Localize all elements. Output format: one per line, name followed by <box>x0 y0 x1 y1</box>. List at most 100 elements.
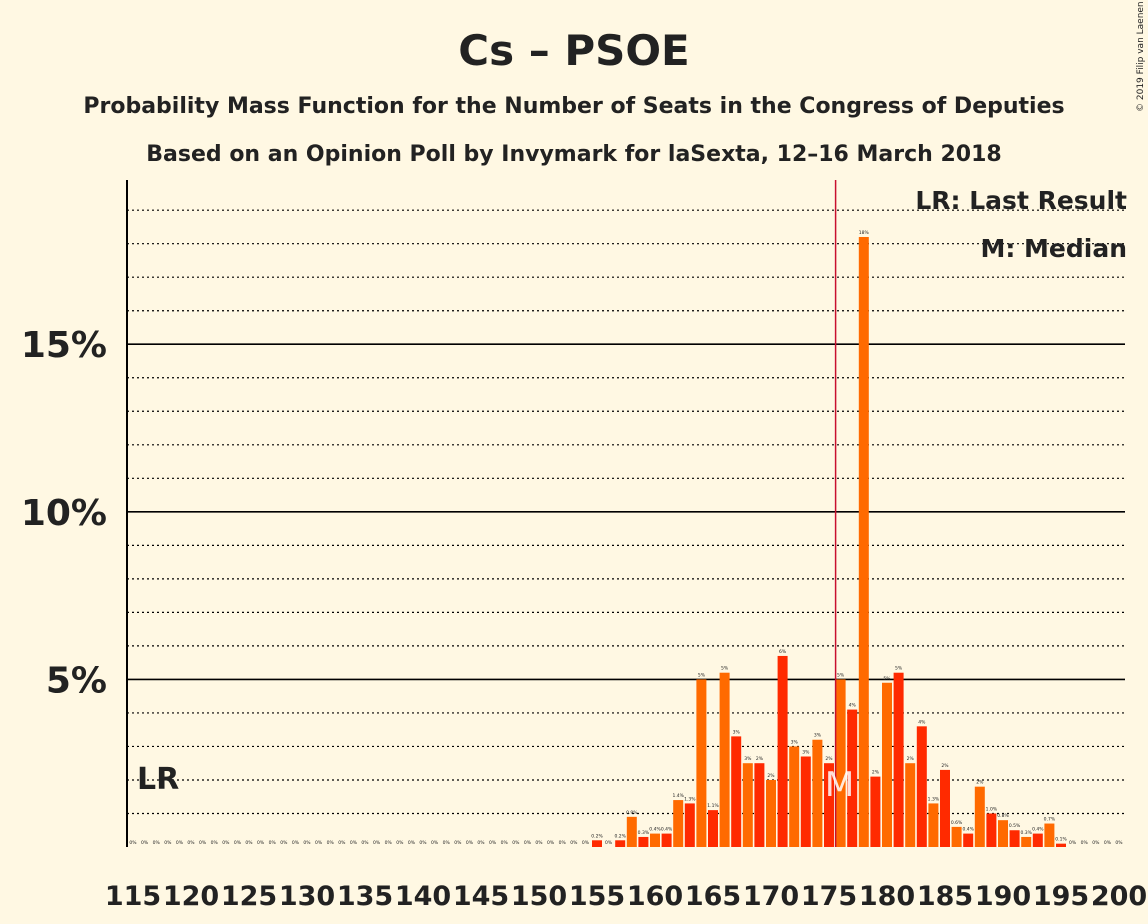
bar-160 <box>650 833 660 847</box>
data-label-176: 5% <box>837 672 845 678</box>
x-tick-label: 165 <box>685 881 741 912</box>
x-tick-label: 145 <box>453 881 509 912</box>
data-label-197: 0% <box>1081 840 1089 846</box>
data-label-156: 0% <box>605 840 613 846</box>
data-label-145: 0% <box>477 840 485 846</box>
data-label-115: 0% <box>129 840 137 846</box>
data-label-122: 0% <box>211 840 219 846</box>
bar-186 <box>951 826 962 847</box>
y-tick-label: 15% <box>21 325 107 366</box>
bar-184 <box>928 803 939 847</box>
data-label-138: 0% <box>396 840 404 846</box>
bar-166 <box>719 672 730 847</box>
data-label-120: 0% <box>187 840 195 846</box>
x-tick-label: 175 <box>801 881 857 912</box>
bar-163 <box>684 803 695 847</box>
last-result-label: LR <box>137 762 179 797</box>
data-label-183: 4% <box>918 719 926 725</box>
data-label-139: 0% <box>408 840 416 846</box>
data-label-154: 0% <box>582 840 590 846</box>
data-label-160: 0.4% <box>649 827 661 833</box>
legend-median: M: Median <box>980 234 1127 263</box>
data-label-200: 0% <box>1115 840 1123 846</box>
data-label-188: 2% <box>976 780 984 786</box>
y-tick-label: 5% <box>46 660 107 701</box>
data-label-128: 0% <box>280 840 288 846</box>
data-label-148: 0% <box>512 840 520 846</box>
data-label-119: 0% <box>176 840 184 846</box>
x-tick-label: 160 <box>627 881 683 912</box>
bar-195 <box>1056 843 1066 847</box>
bar-192 <box>1021 836 1032 847</box>
data-label-141: 0% <box>431 840 439 846</box>
data-label-167: 3% <box>733 729 741 735</box>
x-tick-label: 155 <box>569 881 625 912</box>
data-label-161: 0.4% <box>661 827 673 833</box>
data-label-134: 0% <box>350 840 358 846</box>
bar-182 <box>905 763 916 847</box>
bar-183 <box>916 726 927 847</box>
data-label-170: 2% <box>767 773 775 779</box>
data-label-191: 0.5% <box>1009 823 1021 829</box>
data-label-177: 4% <box>849 703 857 709</box>
data-label-143: 0% <box>454 840 462 846</box>
bar-165 <box>708 810 718 847</box>
data-label-164: 5% <box>698 672 706 678</box>
bar-155 <box>592 840 602 847</box>
data-label-169: 2% <box>756 756 764 762</box>
x-tick-label: 140 <box>395 881 451 912</box>
bar-191 <box>1009 830 1020 847</box>
bar-164 <box>696 679 707 847</box>
x-tick-label: 125 <box>221 881 277 912</box>
bar-179 <box>870 776 881 847</box>
bar-162 <box>673 800 684 847</box>
x-tick-label: 115 <box>105 881 161 912</box>
bar-161 <box>661 833 672 847</box>
data-label-175: 2% <box>825 756 833 762</box>
bar-171 <box>777 655 788 847</box>
bar-157 <box>615 840 626 847</box>
data-label-140: 0% <box>419 840 427 846</box>
data-label-174: 3% <box>814 733 822 739</box>
data-label-196: 0% <box>1069 840 1077 846</box>
data-label-159: 0.3% <box>638 830 650 836</box>
x-tick-label: 170 <box>743 881 799 912</box>
chart-title: Cs – PSOE <box>458 26 690 75</box>
data-label-190: 0.8% <box>997 813 1009 819</box>
bar-181 <box>893 672 904 847</box>
y-tick-label: 10% <box>21 493 107 534</box>
data-labels: 0% 0% 0% 0% 0% 0% 0% 0% 0% 0% 0% 0% 0% 0% 0% 0% 0% 0% 0% 0%… <box>129 230 1123 846</box>
data-label-155: 0.2% <box>591 833 603 839</box>
data-label-179: 2% <box>872 770 880 776</box>
data-label-182: 2% <box>907 756 915 762</box>
data-label-124: 0% <box>234 840 242 846</box>
bar-194 <box>1044 823 1055 847</box>
data-label-189: 1.0% <box>986 806 998 812</box>
x-tick-label: 135 <box>337 881 393 912</box>
bar-177 <box>847 709 858 847</box>
data-label-149: 0% <box>524 840 532 846</box>
data-label-180: 5% <box>883 676 891 682</box>
data-label-185: 2% <box>941 763 949 769</box>
data-label-142: 0% <box>443 840 451 846</box>
x-tick-label: 120 <box>163 881 219 912</box>
data-label-147: 0% <box>501 840 509 846</box>
data-label-157: 0.2% <box>614 833 626 839</box>
grid-lines <box>127 209 1125 815</box>
bar-176 <box>835 679 846 847</box>
data-label-117: 0% <box>153 840 161 846</box>
x-tick-label: 130 <box>279 881 335 912</box>
data-label-118: 0% <box>164 840 172 846</box>
bar-190 <box>998 820 1008 847</box>
bar-158 <box>626 816 637 847</box>
x-tick-label: 185 <box>917 881 973 912</box>
bar-170 <box>766 779 776 847</box>
data-label-137: 0% <box>385 840 393 846</box>
bar-173 <box>800 756 811 847</box>
x-tick-label: 190 <box>975 881 1031 912</box>
data-label-127: 0% <box>269 840 277 846</box>
data-label-181: 5% <box>895 666 903 672</box>
data-label-198: 0% <box>1092 840 1100 846</box>
x-tick-label: 200 <box>1091 881 1147 912</box>
